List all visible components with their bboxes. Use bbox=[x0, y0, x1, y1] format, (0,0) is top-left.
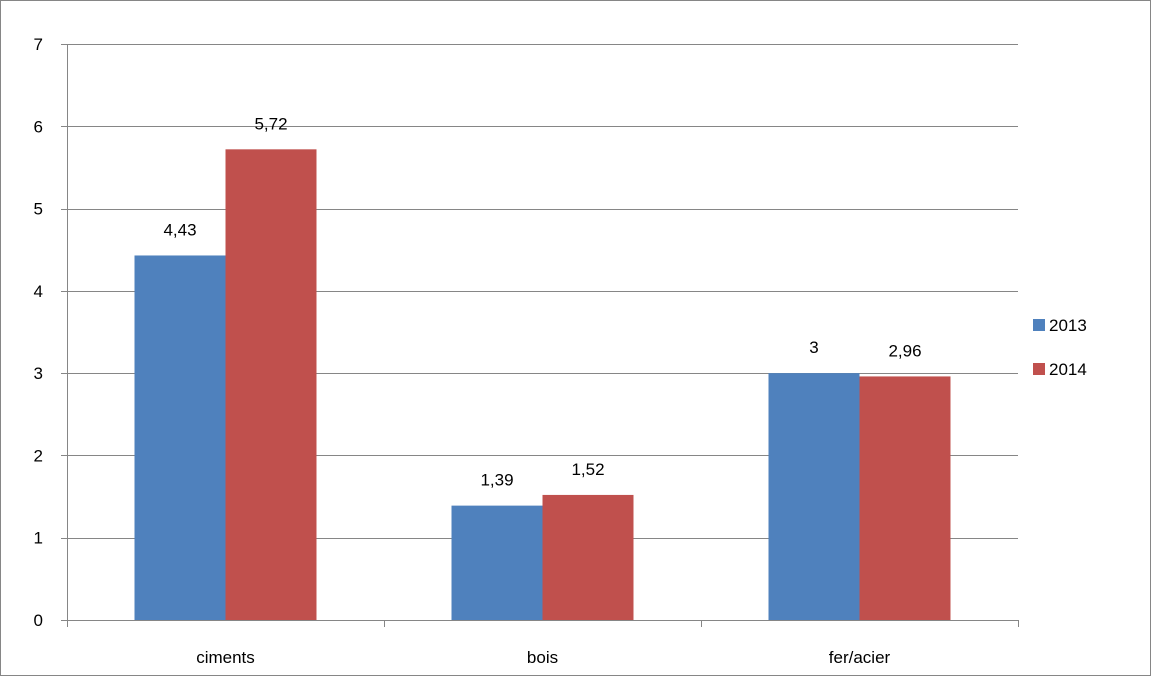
data-label-2014-2: 2,96 bbox=[888, 341, 921, 360]
bar-2014-1 bbox=[542, 494, 634, 620]
y-tick-label: 4 bbox=[34, 282, 43, 301]
y-tick-label: 5 bbox=[34, 200, 43, 219]
y-tick-label: 1 bbox=[34, 529, 43, 548]
data-label-2013-0: 4,43 bbox=[163, 220, 196, 239]
data-label-2014-1: 1,52 bbox=[571, 460, 604, 479]
data-labels: 4,43 5,72 1,39 1,52 3 2,96 bbox=[163, 114, 921, 489]
legend-swatch-2014 bbox=[1033, 363, 1045, 375]
bar-2014-0 bbox=[225, 149, 317, 620]
legend-label-2014: 2014 bbox=[1049, 360, 1087, 379]
y-tick-label: 0 bbox=[34, 611, 43, 630]
data-label-2013-2: 3 bbox=[809, 338, 818, 357]
x-tick-label: fer/acier bbox=[829, 648, 891, 667]
axes: 0 1 2 3 4 5 6 7 ciments bois fer/acier bbox=[34, 35, 1019, 667]
y-tick-label: 2 bbox=[34, 446, 43, 465]
bar-2013-2 bbox=[768, 373, 860, 620]
bar-2014-2 bbox=[859, 376, 951, 620]
bar-2013-1 bbox=[451, 505, 543, 620]
y-tick-label: 6 bbox=[34, 117, 43, 136]
bar-2013-0 bbox=[134, 255, 226, 620]
data-label-2013-1: 1,39 bbox=[480, 471, 513, 490]
x-tick-label: bois bbox=[527, 648, 558, 667]
x-tick-label: ciments bbox=[196, 648, 255, 667]
y-tick-label: 7 bbox=[34, 35, 43, 54]
data-label-2014-0: 5,72 bbox=[254, 114, 287, 133]
y-tick-label: 3 bbox=[34, 364, 43, 383]
legend-swatch-2013 bbox=[1033, 319, 1045, 331]
legend-label-2013: 2013 bbox=[1049, 316, 1087, 335]
bars bbox=[134, 149, 951, 620]
legend: 2013 2014 bbox=[1033, 316, 1087, 379]
